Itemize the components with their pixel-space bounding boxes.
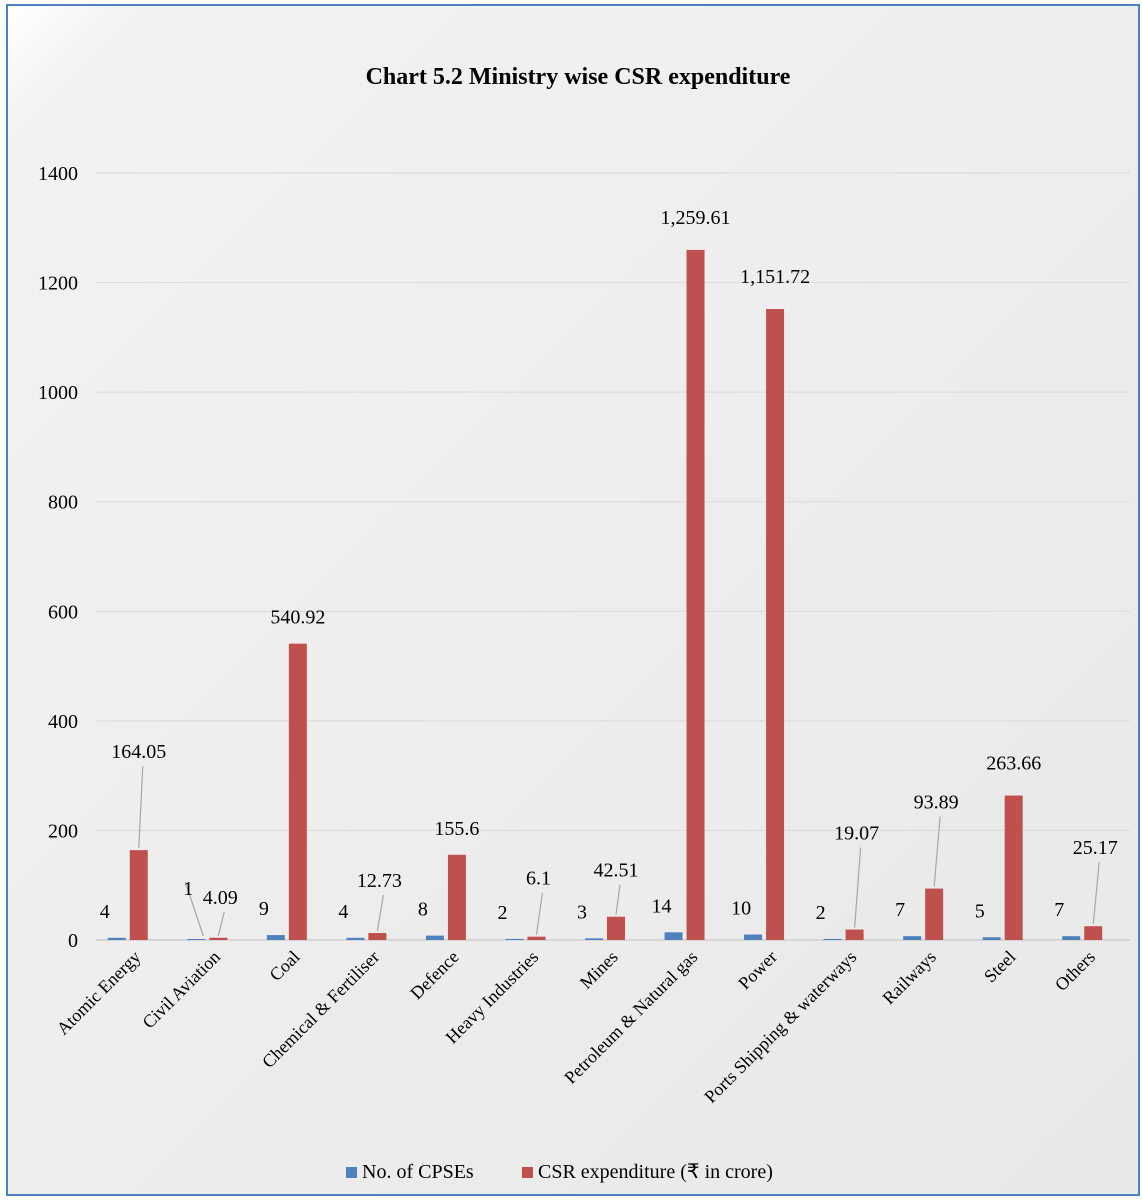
data-label-cpses-11: 5 bbox=[975, 900, 985, 922]
data-label-cpses-5: 2 bbox=[497, 902, 507, 924]
data-label-csr-12: 25.17 bbox=[1073, 837, 1118, 859]
leader-csr-5 bbox=[535, 892, 544, 935]
bar-cpses-11 bbox=[982, 937, 1001, 940]
leader-csr-3 bbox=[376, 894, 384, 932]
x-tick-label-1: Civil Aviation bbox=[138, 947, 224, 1033]
y-tick-label-400: 400 bbox=[48, 711, 78, 733]
bar-csr-1 bbox=[209, 937, 228, 940]
chart-title: Chart 5.2 Ministry wise CSR expenditure bbox=[366, 64, 791, 90]
bar-cpses-5 bbox=[505, 938, 524, 940]
bar-csr-2 bbox=[288, 643, 307, 940]
data-label-cpses-0: 4 bbox=[100, 901, 110, 923]
data-label-csr-5: 6.1 bbox=[526, 868, 551, 890]
data-label-cpses-12: 7 bbox=[1054, 899, 1064, 921]
bar-cpses-8 bbox=[744, 934, 763, 940]
legend-label-csr: CSR expenditure (₹ in crore) bbox=[538, 1161, 773, 1183]
y-tick-label-800: 800 bbox=[48, 492, 78, 514]
data-label-csr-4: 155.6 bbox=[434, 818, 479, 840]
y-tick-label-1200: 1200 bbox=[38, 273, 78, 295]
legend-label-cpses: No. of CPSEs bbox=[362, 1161, 474, 1183]
data-label-leaders bbox=[138, 766, 1100, 937]
bar-cpses-4 bbox=[425, 935, 444, 940]
leader-csr-12 bbox=[1092, 862, 1100, 925]
y-tick-label-0: 0 bbox=[68, 930, 78, 952]
leader-csr-9 bbox=[854, 847, 862, 928]
chart-svg: Chart 5.2 Ministry wise CSR expenditure … bbox=[38, 64, 1130, 1183]
legend-swatch-cpses bbox=[346, 1167, 357, 1178]
bar-cpses-7 bbox=[664, 932, 683, 940]
data-label-csr-1: 4.09 bbox=[203, 887, 238, 909]
bar-cpses-9 bbox=[823, 938, 842, 940]
data-label-cpses-7: 14 bbox=[652, 895, 672, 917]
data-label-csr-8: 1,151.72 bbox=[740, 266, 810, 288]
bar-cpses-3 bbox=[346, 937, 365, 940]
data-label-cpses-4: 8 bbox=[418, 899, 428, 921]
leader-csr-6 bbox=[615, 884, 621, 915]
gridlines bbox=[96, 172, 1130, 941]
data-label-csr-3: 12.73 bbox=[357, 870, 402, 892]
x-tick-label-9: Ports Shipping & waterways bbox=[700, 947, 860, 1107]
data-label-csr-0: 164.05 bbox=[111, 741, 166, 763]
leader-csr-0 bbox=[138, 766, 144, 849]
legend: No. of CPSEs CSR expenditure (₹ in crore… bbox=[346, 1161, 773, 1183]
x-tick-label-2: Coal bbox=[265, 947, 303, 985]
x-tick-label-4: Defence bbox=[406, 947, 463, 1004]
data-label-csr-6: 42.51 bbox=[594, 860, 639, 882]
data-labels: 4 164.05 1 4.09 9 540.92 4 12.73 8 155.6 2 6.1 3 42.5… bbox=[100, 207, 1118, 924]
data-label-cpses-1: 1 bbox=[183, 878, 193, 900]
leader-csr-10 bbox=[933, 816, 941, 887]
bar-cpses-10 bbox=[903, 936, 922, 940]
y-tick-label-1000: 1000 bbox=[38, 382, 78, 404]
bar-cpses-1 bbox=[187, 939, 206, 940]
data-label-csr-7: 1,259.61 bbox=[661, 207, 731, 229]
chart-frame: Chart 5.2 Ministry wise CSR expenditure … bbox=[6, 4, 1140, 1196]
x-tick-label-10: Railways bbox=[878, 947, 940, 1009]
data-label-cpses-8: 10 bbox=[731, 898, 751, 920]
y-axis-ticks: 0 200 400 600 800 1000 1200 1400 bbox=[38, 163, 78, 952]
bar-cpses-0 bbox=[107, 937, 126, 940]
data-label-csr-2: 540.92 bbox=[270, 607, 325, 629]
data-label-csr-9: 19.07 bbox=[834, 823, 879, 845]
bar-csr-5 bbox=[527, 936, 546, 940]
bar-cpses-12 bbox=[1062, 936, 1081, 940]
legend-swatch-csr bbox=[522, 1167, 533, 1178]
leader-cpses-1 bbox=[184, 881, 204, 937]
data-label-cpses-3: 4 bbox=[338, 901, 348, 923]
bar-csr-3 bbox=[368, 933, 387, 940]
bar-csr-4 bbox=[447, 854, 466, 940]
bar-csr-7 bbox=[686, 249, 705, 940]
x-tick-label-12: Others bbox=[1051, 947, 1099, 995]
y-tick-label-600: 600 bbox=[48, 601, 78, 623]
bar-csr-10 bbox=[925, 888, 944, 940]
data-label-csr-11: 263.66 bbox=[986, 753, 1041, 775]
bars bbox=[107, 249, 1103, 940]
y-tick-label-200: 200 bbox=[48, 820, 78, 842]
bar-csr-0 bbox=[129, 850, 148, 940]
bar-csr-12 bbox=[1084, 926, 1103, 940]
x-tick-label-8: Power bbox=[734, 947, 781, 994]
x-tick-label-0: Atomic Energy bbox=[53, 947, 145, 1039]
x-tick-label-11: Steel bbox=[980, 947, 1020, 987]
bar-csr-9 bbox=[845, 929, 864, 940]
bar-csr-11 bbox=[1004, 795, 1023, 940]
bar-csr-8 bbox=[766, 309, 785, 940]
data-label-cpses-9: 2 bbox=[816, 902, 826, 924]
y-tick-label-1400: 1400 bbox=[38, 163, 78, 185]
data-label-csr-10: 93.89 bbox=[914, 792, 959, 814]
x-tick-label-7: Petroleum & Natural gas bbox=[560, 947, 701, 1088]
bar-cpses-2 bbox=[266, 935, 285, 940]
data-label-cpses-2: 9 bbox=[259, 898, 269, 920]
leader-csr-1 bbox=[217, 911, 225, 936]
data-label-cpses-10: 7 bbox=[895, 899, 905, 921]
bar-csr-6 bbox=[607, 916, 625, 940]
x-tick-label-6: Mines bbox=[576, 947, 622, 993]
bar-cpses-6 bbox=[585, 938, 603, 940]
data-label-cpses-6: 3 bbox=[577, 901, 587, 923]
